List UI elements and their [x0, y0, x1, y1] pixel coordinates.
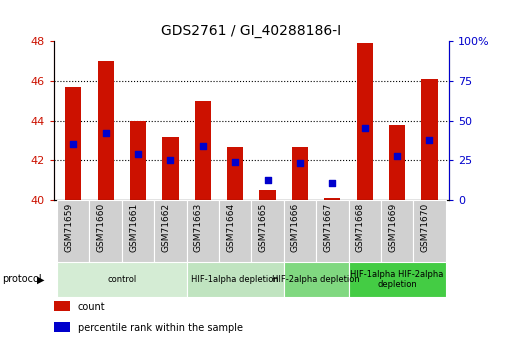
Text: GSM71664: GSM71664 — [226, 203, 235, 252]
Bar — [348, 262, 446, 297]
Text: GSM71667: GSM71667 — [323, 203, 332, 253]
Bar — [97, 61, 114, 200]
Bar — [122, 200, 154, 262]
Point — [199, 143, 207, 148]
Text: GSM71666: GSM71666 — [291, 203, 300, 253]
Bar — [292, 147, 308, 200]
Bar — [284, 262, 348, 297]
Bar — [65, 87, 82, 200]
Text: protocol: protocol — [3, 275, 42, 284]
Point — [166, 158, 174, 163]
Text: percentile rank within the sample: percentile rank within the sample — [77, 323, 243, 333]
Title: GDS2761 / GI_40288186-I: GDS2761 / GI_40288186-I — [161, 23, 342, 38]
Text: ▶: ▶ — [37, 275, 45, 284]
Point — [264, 177, 272, 183]
Bar — [251, 200, 284, 262]
Bar — [284, 200, 316, 262]
Text: control: control — [107, 275, 136, 284]
Point — [296, 161, 304, 166]
Text: HIF-1alpha depletion: HIF-1alpha depletion — [191, 275, 279, 284]
Bar — [260, 190, 275, 200]
Bar — [357, 43, 373, 200]
Bar — [421, 79, 438, 200]
Point — [393, 154, 401, 159]
Bar — [227, 147, 243, 200]
Bar — [316, 200, 348, 262]
Text: HIF-2alpha depletion: HIF-2alpha depletion — [272, 275, 360, 284]
Bar — [187, 262, 284, 297]
Text: GSM71662: GSM71662 — [162, 203, 170, 252]
Text: GSM71663: GSM71663 — [194, 203, 203, 253]
Bar — [89, 200, 122, 262]
Point — [134, 152, 142, 157]
Text: GSM71659: GSM71659 — [64, 203, 73, 253]
Text: count: count — [77, 302, 105, 312]
Bar — [130, 121, 146, 200]
Point — [69, 141, 77, 146]
Point — [425, 137, 433, 142]
Bar — [154, 200, 187, 262]
Point — [102, 130, 110, 135]
Text: GSM71670: GSM71670 — [421, 203, 429, 253]
Bar — [54, 301, 70, 311]
Bar — [57, 200, 89, 262]
Text: GSM71669: GSM71669 — [388, 203, 397, 253]
Bar — [187, 200, 219, 262]
Bar — [195, 101, 211, 200]
Text: GSM71660: GSM71660 — [96, 203, 106, 253]
Bar — [381, 200, 413, 262]
Bar — [219, 200, 251, 262]
Point — [231, 160, 239, 165]
Point — [328, 180, 337, 186]
Text: HIF-1alpha HIF-2alpha
depletion: HIF-1alpha HIF-2alpha depletion — [350, 270, 444, 289]
Bar — [162, 137, 179, 200]
Text: GSM71665: GSM71665 — [259, 203, 268, 253]
Bar — [57, 262, 187, 297]
Bar — [413, 200, 446, 262]
Point — [361, 125, 369, 130]
Bar — [348, 200, 381, 262]
Bar — [324, 198, 341, 200]
Bar — [389, 125, 405, 200]
Text: GSM71668: GSM71668 — [356, 203, 365, 253]
Bar — [54, 322, 70, 332]
Text: GSM71661: GSM71661 — [129, 203, 138, 253]
